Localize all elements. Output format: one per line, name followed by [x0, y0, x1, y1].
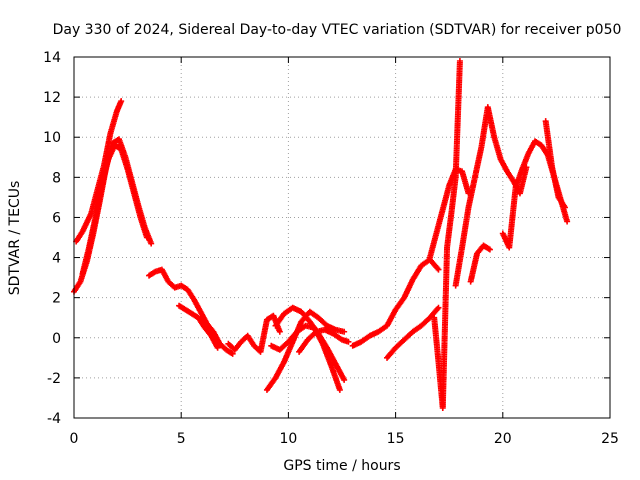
data-point: [341, 376, 348, 383]
x-tick-label: 15: [387, 431, 405, 447]
data-point: [148, 240, 155, 247]
data-point: [435, 266, 442, 273]
data-point: [229, 350, 236, 357]
data-point: [336, 386, 343, 393]
x-tick-label: 5: [177, 431, 186, 447]
data-point: [486, 246, 493, 253]
data-point: [214, 344, 221, 351]
y-tick-label: -4: [47, 411, 61, 427]
y-tick-label: 10: [43, 130, 61, 146]
grid: [74, 57, 610, 418]
data-point: [456, 58, 463, 65]
data-point: [143, 234, 150, 241]
y-tick-label: 4: [52, 251, 61, 267]
data-point: [276, 328, 283, 335]
data-point: [435, 304, 442, 311]
data-point: [345, 338, 352, 345]
y-tick-label: 8: [52, 170, 61, 186]
chart-title: Day 330 of 2024, Sidereal Day-to-day VTE…: [53, 22, 622, 38]
data-point: [118, 98, 125, 105]
x-tick-label: 10: [279, 431, 297, 447]
y-tick-label: 0: [52, 331, 61, 347]
data-point: [564, 218, 571, 225]
data-point: [341, 328, 348, 335]
x-tick-label: 0: [70, 431, 79, 447]
x-tick-label: 20: [494, 431, 512, 447]
y-axis-label: SDTVAR / TECUs: [7, 181, 23, 296]
axis-ticks: 0 5 10 15 20 25 -4 -2 0 2 4 6 8 10 12 14: [43, 50, 619, 447]
y-tick-label: -2: [47, 371, 61, 387]
y-tick-label: 14: [43, 50, 61, 66]
data-points: [71, 58, 571, 411]
x-axis-label: GPS time / hours: [283, 458, 400, 474]
y-tick-label: 6: [52, 210, 61, 226]
y-tick-label: 2: [52, 291, 61, 307]
y-tick-label: 12: [43, 90, 61, 106]
plot-frame: [73, 56, 611, 419]
data-point: [561, 204, 568, 211]
x-tick-label: 25: [601, 431, 619, 447]
